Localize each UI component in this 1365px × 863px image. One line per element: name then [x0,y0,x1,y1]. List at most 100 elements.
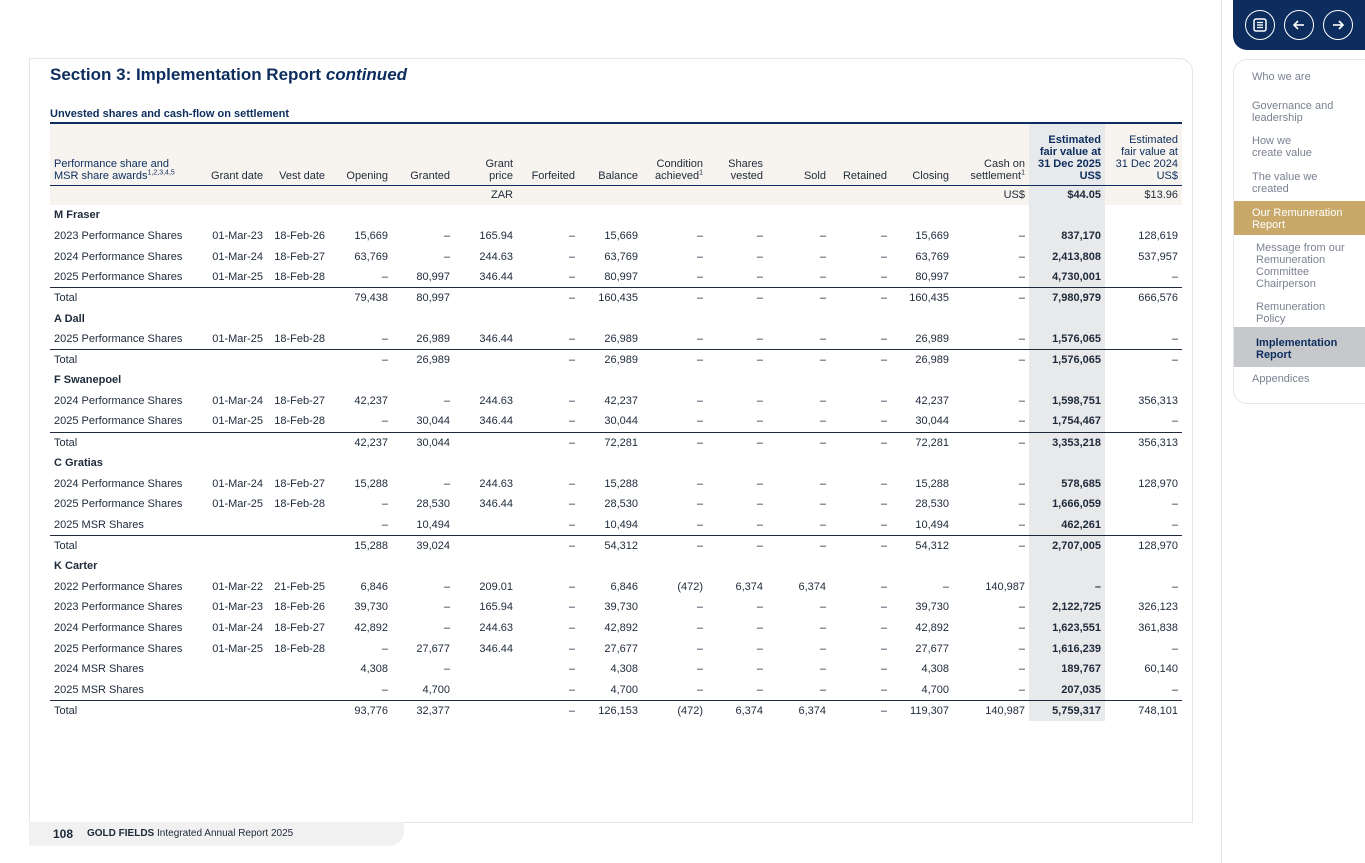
cell-forfeited: – [568,601,575,614]
cell-sold: – [819,270,826,283]
contents-button[interactable] [1245,10,1275,40]
forward-button[interactable] [1323,10,1353,40]
unit-cash: US$ [953,184,1029,205]
cell-balance: 4,308 [610,663,638,676]
cell-grant-price [454,348,517,371]
cell-closing: 4,308 [921,663,949,676]
cell-condition: – [696,395,703,408]
person-name: A Dall [54,312,85,325]
cell-fv-2024: 128,970 [1105,534,1182,556]
page-number: 108 [53,827,74,841]
cell-retained: – [880,270,887,283]
empty-cell [579,308,642,329]
empty-cell [267,205,329,226]
cell-cash: – [1018,415,1025,428]
cell-cash: – [1018,250,1025,263]
cell-grant-price [454,515,517,536]
cell-condition: – [696,642,703,655]
col-balance: Balance [579,122,642,185]
nav-how-we-create-value[interactable]: How we create value [1252,135,1312,159]
cell-forfeited: – [568,332,575,345]
empty-cell [454,308,517,329]
person-name: C Gratias [54,457,103,469]
cell-grant-date: 01-Mar-24 [212,477,263,490]
cell-opening: – [381,683,388,696]
cell-opening: – [381,518,388,531]
cell-grant-price [454,699,517,722]
table-row: 2024 MSR Shares 4,308– –4,308– – – –4,308–189… [50,659,1182,680]
empty-cell [642,308,707,329]
cell-sold: – [819,601,826,614]
cell-balance: 4,700 [610,683,638,696]
cell-balance: 27,677 [604,642,638,655]
col-vest-date: Vest date [267,122,329,185]
cell-fv-2025: 2,413,808 [1029,246,1105,267]
empty-cell [767,205,830,226]
nav-remuneration-policy[interactable]: Remuneration Policy [1256,301,1326,325]
nav-toolbar [1233,0,1365,50]
cell-granted: – [443,622,450,635]
cell-balance: 72,281 [579,431,642,453]
cell-fv-2025: 1,598,751 [1029,390,1105,412]
col-sold: Sold [767,122,830,185]
cell-retained: – [880,250,887,263]
back-button[interactable] [1284,10,1314,40]
cell-grant-date: 01-Mar-23 [212,601,263,614]
cell-balance: 39,730 [604,601,638,614]
cell-closing: 15,669 [915,229,949,242]
cell-shares-vested: – [756,395,763,408]
cell-award: 2024 MSR Shares [54,663,144,676]
cell-grant-date: 01-Mar-24 [212,622,263,635]
cell-closing: 10,494 [915,518,949,531]
cell-forfeited: – [568,622,575,635]
cell-award: 2024 Performance Shares [54,622,183,635]
table-body: M Fraser 2023 Performance Shares 01-Mar-23… [50,205,1182,722]
empty-cell [329,453,392,474]
unit-fv-2025: $44.05 [1029,184,1105,205]
nav-remuneration-report[interactable]: Our Remuneration Report [1252,207,1343,231]
cell-retained: – [880,498,887,511]
cell-opening: – [381,642,388,655]
nav-governance[interactable]: Governance and leadership [1252,100,1334,124]
cell-balance: 28,530 [604,498,638,511]
cell-cash: – [1018,601,1025,614]
cell-fv-2024: 748,101 [1105,699,1182,722]
cell-grant-date [203,431,267,453]
cell-balance: 42,237 [604,395,638,408]
empty-cell [203,205,267,226]
cell-opening: 93,776 [329,699,392,722]
table-row: 2022 Performance Shares 01-Mar-22 21-Feb-2… [50,576,1182,598]
cell-forfeited: – [568,498,575,511]
cell-condition: – [696,415,703,428]
cell-forfeited: – [568,395,575,408]
table-row: 2025 Performance Shares 01-Mar-25 18-Feb-2… [50,638,1182,660]
nav-who-we-are[interactable]: Who we are [1252,71,1311,83]
cell-shares-vested: – [756,229,763,242]
unit-grant-price: ZAR [454,184,517,205]
empty-cell [953,308,1029,329]
col-closing: Closing [891,122,953,185]
empty-cell [329,370,392,391]
cell-cash: – [1018,642,1025,655]
cell-cash: – [953,348,1029,371]
nav-active-band [1234,201,1365,235]
cell-closing: 119,307 [891,699,953,722]
nav-appendices[interactable]: Appendices [1252,373,1310,385]
cell-opening: 79,438 [329,287,392,309]
empty-cell [830,308,891,329]
table-total-row: Total 93,776 32,377–126,153 (472) 6,374 6,374… [50,699,1182,722]
cell-forfeited: – [517,287,579,309]
person-header-row: K Carter [50,555,1182,577]
nav-chair-message[interactable]: Message from our Remuneration Committee … [1256,242,1345,290]
empty-cell [203,453,267,474]
cell-opening: 4,308 [360,663,388,676]
empty-cell [329,308,392,329]
cell-fv-2025: 578,685 [1029,473,1105,494]
cell-grant-price: 165.94 [479,601,513,614]
nav-value-we-created[interactable]: The value we created [1252,171,1318,195]
nav-implementation-report[interactable]: Implementation Report [1256,337,1338,361]
cell-shares-vested: – [756,270,763,283]
cell-vest-date: 18-Feb-28 [274,332,325,345]
cell-condition: – [696,622,703,635]
cell-condition: – [696,270,703,283]
